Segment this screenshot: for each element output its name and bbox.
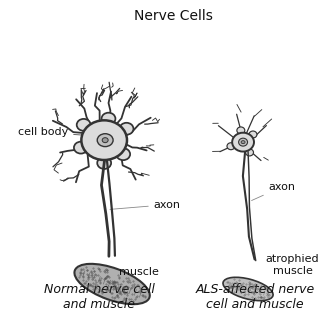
Ellipse shape [77, 119, 91, 131]
Ellipse shape [97, 157, 111, 169]
Ellipse shape [116, 148, 130, 160]
Ellipse shape [241, 141, 245, 144]
Ellipse shape [119, 123, 133, 135]
Ellipse shape [246, 149, 253, 156]
Text: axon: axon [251, 182, 296, 201]
Text: muscle: muscle [119, 267, 159, 277]
Ellipse shape [97, 134, 113, 147]
Text: Nerve Cells: Nerve Cells [134, 9, 213, 23]
Text: atrophied
muscle: atrophied muscle [266, 254, 319, 276]
Text: axon: axon [110, 200, 181, 210]
Text: Normal nerve cell
and muscle: Normal nerve cell and muscle [44, 283, 155, 311]
Ellipse shape [102, 138, 108, 143]
Text: ALS-affected nerve
cell and muscle: ALS-affected nerve cell and muscle [195, 283, 314, 311]
Ellipse shape [237, 127, 245, 134]
Ellipse shape [232, 133, 254, 152]
Ellipse shape [227, 143, 235, 150]
Ellipse shape [102, 113, 116, 124]
Ellipse shape [239, 138, 248, 146]
Ellipse shape [75, 264, 150, 304]
Ellipse shape [249, 131, 257, 138]
Ellipse shape [82, 120, 127, 160]
Ellipse shape [74, 142, 88, 154]
Text: cell body: cell body [18, 127, 82, 137]
Ellipse shape [223, 277, 273, 301]
